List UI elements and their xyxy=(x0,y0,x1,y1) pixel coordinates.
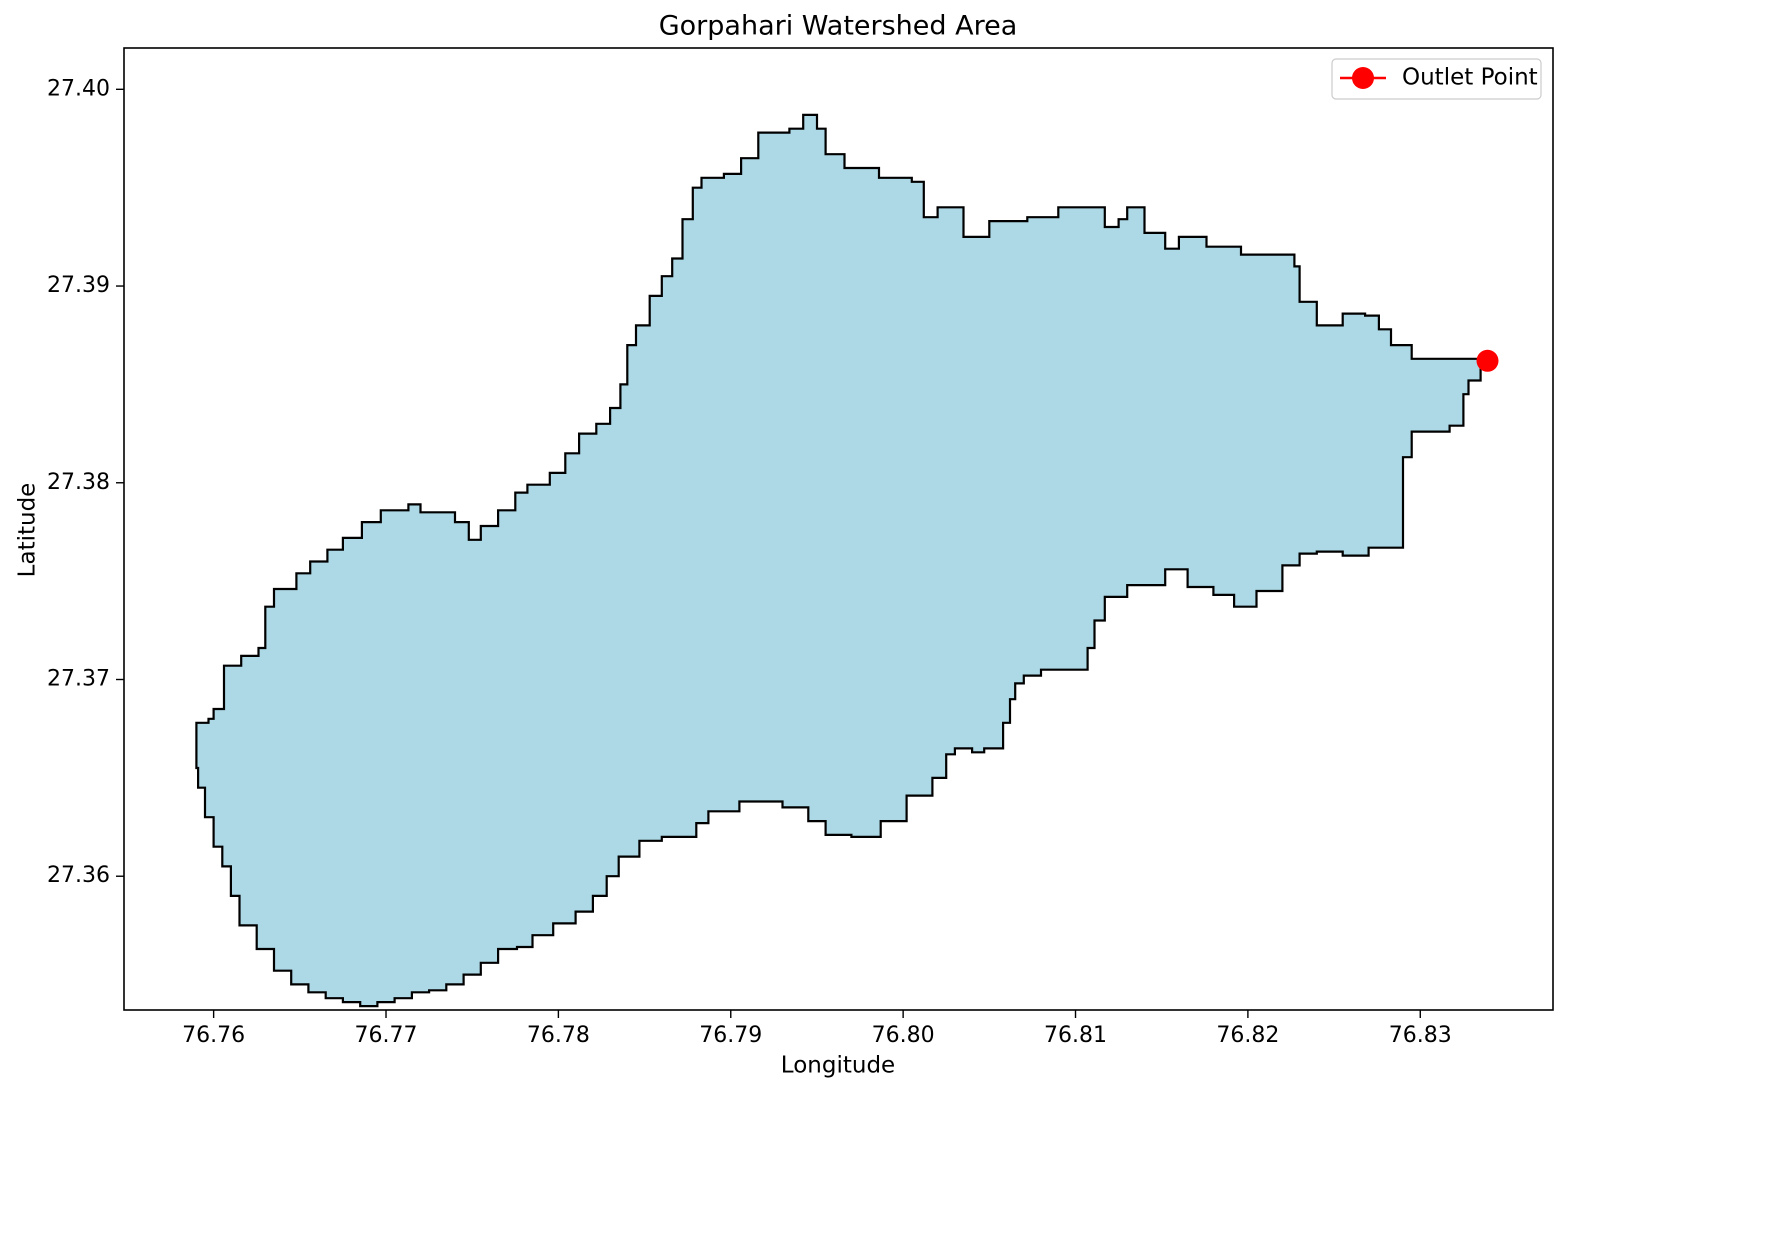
x-tick-label: 76.76 xyxy=(182,1023,245,1048)
y-tick-label: 27.36 xyxy=(47,863,110,888)
x-tick-label: 76.78 xyxy=(527,1023,590,1048)
x-tick-label: 76.83 xyxy=(1389,1023,1452,1048)
x-axis-label: Longitude xyxy=(781,1053,895,1079)
y-tick-label: 27.39 xyxy=(47,273,110,298)
outlet-point xyxy=(1476,349,1499,372)
legend-label: Outlet Point xyxy=(1402,65,1538,91)
outlet-point-marker xyxy=(1476,349,1499,372)
legend: Outlet Point xyxy=(1331,58,1542,100)
y-tick-label: 27.40 xyxy=(47,76,110,101)
legend-marker-icon xyxy=(1352,67,1374,89)
x-tick-label: 76.81 xyxy=(1044,1023,1107,1048)
watershed-polygon xyxy=(195,113,1489,1008)
x-tick-label: 76.77 xyxy=(355,1023,418,1048)
legend-box xyxy=(1331,58,1542,100)
x-tick-label: 76.79 xyxy=(699,1023,762,1048)
chart-title: Gorpahari Watershed Area xyxy=(659,11,1018,42)
y-axis-ticks: 27.36 27.37 27.38 27.39 27.40 xyxy=(47,76,124,888)
x-axis-ticks: 76.76 76.77 76.78 76.79 76.80 76.81 76.82 76.83 xyxy=(182,1010,1452,1048)
y-axis-label: Latitude xyxy=(15,483,41,578)
axes-frame xyxy=(123,47,1554,1011)
plot-area xyxy=(123,47,1554,1011)
y-tick-label: 27.38 xyxy=(47,470,110,495)
x-tick-label: 76.80 xyxy=(872,1023,935,1048)
y-tick-label: 27.37 xyxy=(47,666,110,691)
x-tick-label: 76.82 xyxy=(1216,1023,1279,1048)
